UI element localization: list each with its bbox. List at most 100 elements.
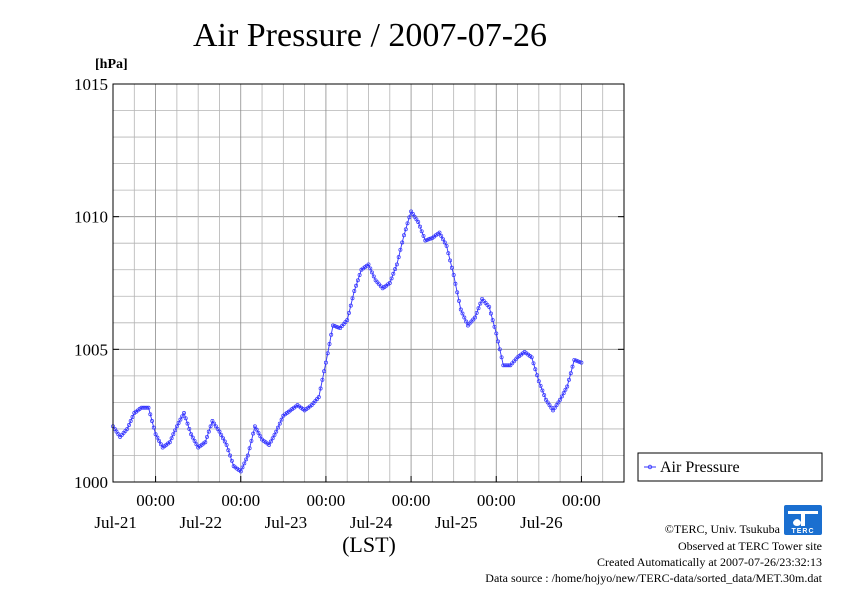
data-point [405, 221, 410, 226]
x-axis-ticks: 00:00Jul-2100:00Jul-2200:00Jul-2300:00Ju… [94, 476, 601, 532]
data-point [545, 400, 550, 405]
data-point [320, 377, 325, 382]
data-point [387, 281, 392, 285]
data-point [371, 274, 376, 279]
data-point [345, 318, 350, 323]
data-point [270, 436, 275, 441]
data-point [559, 394, 564, 399]
data-point [276, 425, 280, 430]
data-point [575, 359, 580, 364]
data-point [441, 237, 445, 242]
data-point [272, 432, 277, 437]
data-point [254, 427, 259, 432]
data-point [167, 440, 172, 445]
data-point [506, 363, 511, 368]
data-point [453, 281, 458, 286]
data-point [240, 465, 245, 470]
data-point [334, 324, 339, 329]
data-point [130, 415, 135, 419]
data-point [476, 306, 481, 311]
data-point [336, 325, 341, 330]
data-point [437, 230, 442, 235]
data-point [496, 339, 500, 344]
data-point [174, 424, 179, 429]
data-point [503, 363, 508, 368]
x-tick-time-label: 00:00 [477, 491, 516, 510]
y-axis-ticks: 1000 1005 1010 1015 [74, 75, 624, 492]
data-point [579, 360, 584, 365]
data-point [396, 255, 401, 260]
data-point [213, 424, 218, 429]
data-point [327, 342, 332, 346]
data-point [478, 301, 483, 306]
data-point [221, 436, 225, 441]
data-point [329, 332, 334, 337]
data-point [494, 331, 499, 336]
data-point [389, 276, 394, 281]
data-point [565, 384, 570, 389]
data-point [182, 411, 186, 415]
data-point [355, 278, 360, 283]
data-point [554, 403, 559, 408]
data-point [350, 296, 355, 301]
logo-mark [788, 511, 818, 526]
data-point [538, 383, 543, 388]
data-point [222, 439, 227, 444]
data-point [316, 395, 321, 400]
data-point [497, 347, 502, 352]
data-point [444, 243, 449, 248]
data-point [245, 453, 250, 458]
data-point [354, 283, 359, 288]
x-tick-time-label: 00:00 [307, 491, 346, 510]
data-point [501, 363, 506, 368]
data-point [183, 416, 188, 421]
x-tick-time-label: 00:00 [136, 491, 175, 510]
data-point [428, 236, 433, 241]
data-point [366, 262, 371, 267]
data-point [357, 273, 362, 277]
data-point [185, 421, 190, 426]
data-point [421, 233, 426, 238]
data-point [194, 442, 199, 447]
data-point [116, 432, 121, 437]
grid [113, 84, 624, 482]
legend-label-air-pressure: Air Pressure [660, 459, 740, 476]
data-point [394, 262, 399, 267]
footer-source: Data source : /home/hojyo/new/TERC-data/… [485, 571, 822, 585]
data-point [173, 428, 178, 433]
terc-logo: TERC [784, 505, 822, 535]
data-point [492, 324, 497, 329]
data-point [279, 417, 284, 422]
data-point [176, 421, 181, 425]
y-unit-label: [hPa] [95, 57, 128, 72]
data-point [551, 408, 555, 413]
data-point [352, 289, 357, 293]
data-point [148, 412, 153, 417]
data-point [318, 386, 323, 391]
data-point [391, 271, 396, 276]
x-tick-date-label: Jul-21 [94, 513, 137, 532]
data-point [215, 426, 220, 431]
data-point [205, 434, 209, 439]
data-point [146, 405, 151, 410]
x-tick-date-label: Jul-24 [350, 513, 393, 532]
data-point [570, 364, 575, 369]
data-point [157, 438, 162, 443]
data-point [323, 360, 328, 365]
data-point [249, 438, 254, 443]
data-point [400, 240, 405, 245]
data-point [410, 212, 415, 216]
y-tick-label: 1000 [74, 473, 108, 492]
data-point [155, 435, 160, 440]
data-point [446, 251, 451, 256]
data-point [180, 414, 185, 419]
data-point [531, 361, 536, 366]
data-point [190, 435, 195, 440]
data-point [127, 423, 131, 427]
data-point [331, 323, 335, 328]
data-point [574, 358, 579, 363]
data-point [208, 424, 213, 429]
data-point [474, 310, 479, 315]
data-point [402, 233, 406, 238]
data-point [455, 290, 460, 295]
